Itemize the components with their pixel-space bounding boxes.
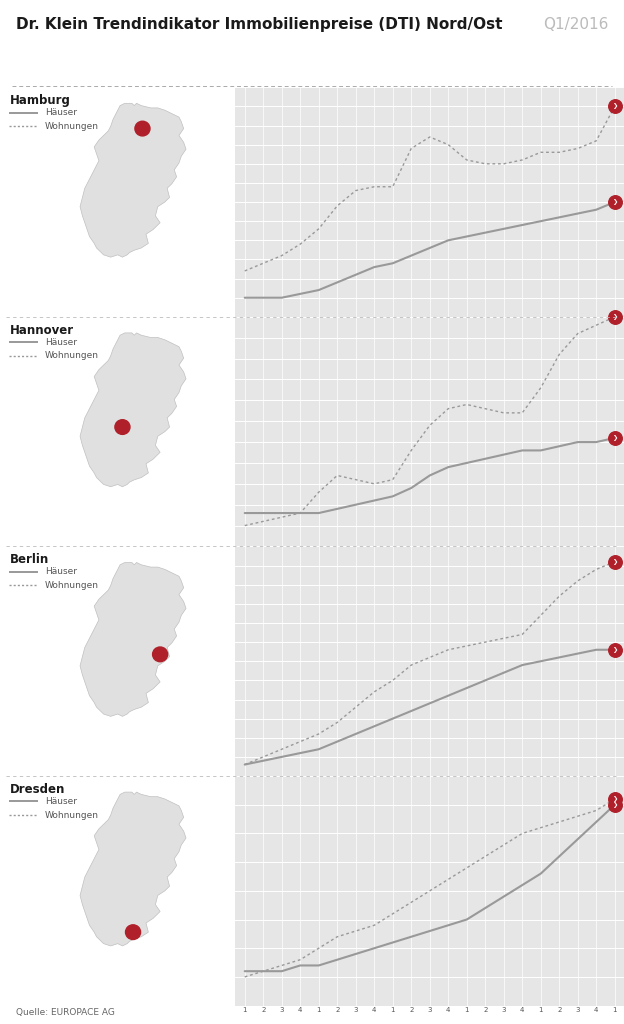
Point: [610, 308, 620, 325]
Text: 2014: 2014: [485, 566, 504, 574]
Polygon shape: [80, 562, 186, 717]
Text: Dr. Klein Trendindikator Immobilienpreise (DTI) Nord/Ost: Dr. Klein Trendindikator Immobilienpreis…: [16, 17, 502, 33]
Text: Wohnungen: Wohnungen: [45, 351, 99, 360]
Text: 2012: 2012: [337, 796, 356, 805]
Polygon shape: [80, 793, 186, 946]
Text: Hannover: Hannover: [9, 324, 74, 337]
Text: 2014: 2014: [485, 336, 504, 345]
Text: 2015: 2015: [559, 566, 578, 574]
Text: 2015: 2015: [559, 796, 578, 805]
Text: ❯: ❯: [612, 103, 617, 110]
Text: 2013: 2013: [411, 566, 430, 574]
Text: Häuser: Häuser: [45, 797, 77, 806]
Point: [610, 791, 620, 807]
Circle shape: [153, 647, 168, 662]
Text: Wohnungen: Wohnungen: [45, 581, 99, 590]
Text: ❯: ❯: [612, 435, 617, 441]
Polygon shape: [80, 103, 186, 257]
Text: ❯: ❯: [612, 313, 617, 319]
Circle shape: [125, 925, 140, 939]
Text: Dresden: Dresden: [9, 783, 65, 796]
Point: [610, 642, 620, 658]
Text: Häuser: Häuser: [45, 108, 77, 117]
Circle shape: [135, 121, 150, 136]
Text: ❯: ❯: [612, 647, 617, 652]
Text: 2013: 2013: [411, 336, 430, 345]
Text: Wohnungen: Wohnungen: [45, 811, 99, 819]
Text: 2012: 2012: [337, 566, 356, 574]
Text: 2012: 2012: [337, 336, 356, 345]
Point: [610, 430, 620, 446]
Text: ❯: ❯: [612, 802, 617, 808]
Text: 2011: 2011: [263, 796, 282, 805]
Text: ❯: ❯: [612, 796, 617, 802]
Text: 2011: 2011: [263, 566, 282, 574]
Text: Berlin: Berlin: [9, 553, 49, 566]
Text: 2014: 2014: [485, 796, 504, 805]
Point: [610, 554, 620, 570]
Text: Wohnungen: Wohnungen: [45, 122, 99, 131]
Text: ❯: ❯: [612, 559, 617, 565]
Text: 2015: 2015: [559, 336, 578, 345]
Text: 2013: 2013: [411, 796, 430, 805]
Point: [610, 194, 620, 210]
Text: Häuser: Häuser: [45, 338, 77, 346]
Text: Häuser: Häuser: [45, 567, 77, 577]
Text: ❯: ❯: [612, 199, 617, 205]
Polygon shape: [80, 333, 186, 486]
Text: 2011: 2011: [263, 336, 282, 345]
Text: Quelle: EUROPACE AG: Quelle: EUROPACE AG: [16, 1009, 114, 1018]
Point: [610, 98, 620, 115]
Circle shape: [115, 420, 130, 434]
Point: [610, 797, 620, 813]
Text: Hamburg: Hamburg: [9, 94, 71, 108]
Text: Q1/2016: Q1/2016: [543, 17, 608, 33]
